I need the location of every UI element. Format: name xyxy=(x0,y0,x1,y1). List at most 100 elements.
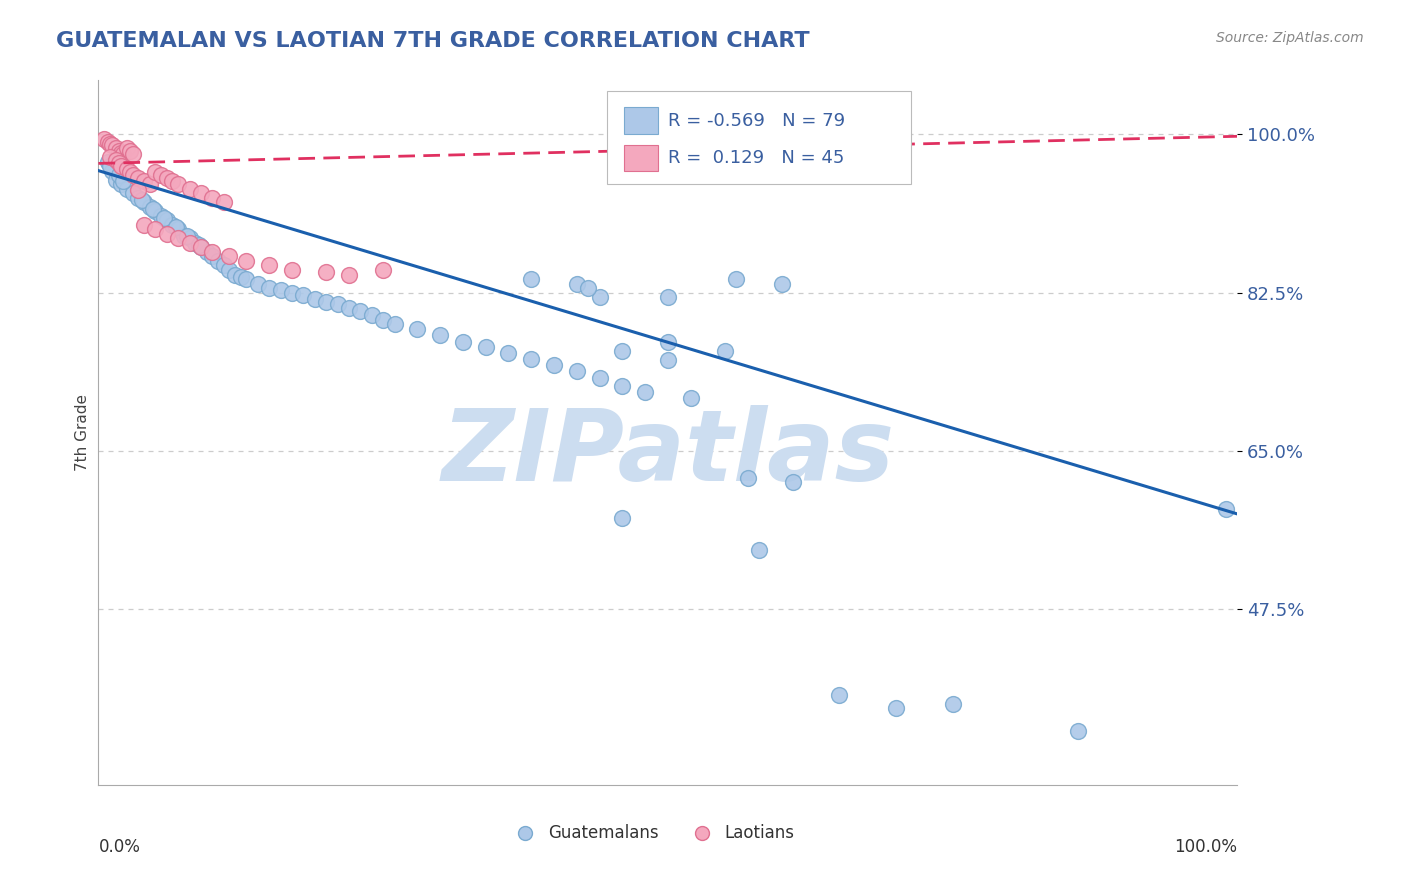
Point xyxy=(657,290,679,304)
Text: GUATEMALAN VS LAOTIAN 7TH GRADE CORRELATION CHART: GUATEMALAN VS LAOTIAN 7TH GRADE CORRELAT… xyxy=(56,31,810,51)
Point xyxy=(110,159,132,173)
Point xyxy=(145,165,167,179)
Point xyxy=(132,195,155,210)
Point xyxy=(737,471,759,485)
Point xyxy=(201,250,224,264)
Text: ZIPatlas: ZIPatlas xyxy=(441,405,894,502)
Point xyxy=(218,263,240,277)
Text: R =  0.129   N = 45: R = 0.129 N = 45 xyxy=(668,149,844,167)
Point xyxy=(156,170,179,185)
Point xyxy=(127,170,149,185)
Point xyxy=(212,259,235,273)
Point xyxy=(543,358,565,372)
Point xyxy=(108,168,131,182)
Point xyxy=(520,351,543,366)
Point xyxy=(259,281,281,295)
Point xyxy=(108,156,131,170)
Point xyxy=(179,231,201,245)
Point xyxy=(179,235,201,250)
Point xyxy=(315,294,337,309)
Point xyxy=(96,135,118,149)
Point xyxy=(104,141,127,155)
Point xyxy=(1215,502,1237,516)
Point xyxy=(770,277,793,291)
Text: Laotians: Laotians xyxy=(725,824,794,842)
Point xyxy=(259,259,281,273)
Point xyxy=(162,174,184,188)
Point xyxy=(281,285,304,300)
Point xyxy=(112,174,135,188)
Point xyxy=(270,283,292,297)
Text: Guatemalans: Guatemalans xyxy=(548,824,659,842)
Point xyxy=(884,701,907,715)
Point xyxy=(371,312,394,326)
Point xyxy=(520,272,543,286)
Point xyxy=(588,371,610,385)
Point xyxy=(98,159,121,173)
Point xyxy=(138,200,160,214)
Point xyxy=(120,165,142,179)
Point xyxy=(429,328,451,343)
Point xyxy=(167,177,190,191)
Point xyxy=(207,254,229,268)
Point xyxy=(132,218,155,232)
Point xyxy=(292,288,315,302)
Point xyxy=(828,688,851,702)
Point xyxy=(184,235,207,250)
Point xyxy=(115,161,138,176)
Point xyxy=(121,147,143,161)
Point xyxy=(360,308,382,322)
Point xyxy=(127,184,149,198)
Point xyxy=(349,303,371,318)
Point xyxy=(101,163,124,178)
Point xyxy=(176,228,198,243)
Point xyxy=(1067,723,1090,738)
Point xyxy=(142,202,165,216)
Point xyxy=(281,263,304,277)
Point xyxy=(156,213,179,227)
Point xyxy=(173,228,195,243)
Point xyxy=(108,144,131,158)
Point xyxy=(190,240,212,254)
Point xyxy=(304,292,326,306)
Point xyxy=(212,195,235,210)
Point xyxy=(612,378,634,392)
Point xyxy=(657,335,679,350)
Point xyxy=(498,346,520,360)
Point xyxy=(156,227,179,241)
Point xyxy=(162,218,184,232)
Point xyxy=(190,186,212,201)
Point xyxy=(150,209,173,223)
Point xyxy=(132,174,155,188)
Point xyxy=(167,222,190,236)
Point xyxy=(190,240,212,254)
Point xyxy=(451,335,474,350)
Point xyxy=(145,222,167,236)
Point xyxy=(121,168,143,182)
Point xyxy=(101,138,124,153)
Point xyxy=(224,268,246,282)
Y-axis label: 7th Grade: 7th Grade xyxy=(75,394,90,471)
Point xyxy=(96,154,118,169)
Point xyxy=(120,144,142,158)
Point xyxy=(121,186,143,201)
Point xyxy=(246,277,269,291)
Point xyxy=(98,136,121,151)
Point xyxy=(131,193,153,207)
Point xyxy=(634,384,657,399)
Point xyxy=(104,172,127,186)
Text: Source: ZipAtlas.com: Source: ZipAtlas.com xyxy=(1216,31,1364,45)
Point xyxy=(110,145,132,160)
Point xyxy=(576,281,599,295)
Point xyxy=(679,392,702,406)
Text: R = -0.569   N = 79: R = -0.569 N = 79 xyxy=(668,112,845,129)
Point xyxy=(612,344,634,359)
Point xyxy=(201,244,224,259)
Point xyxy=(112,147,135,161)
Point xyxy=(127,191,149,205)
Point xyxy=(714,344,737,359)
Point xyxy=(167,231,190,245)
Point xyxy=(93,132,115,146)
Point xyxy=(110,177,132,191)
Point xyxy=(138,177,160,191)
